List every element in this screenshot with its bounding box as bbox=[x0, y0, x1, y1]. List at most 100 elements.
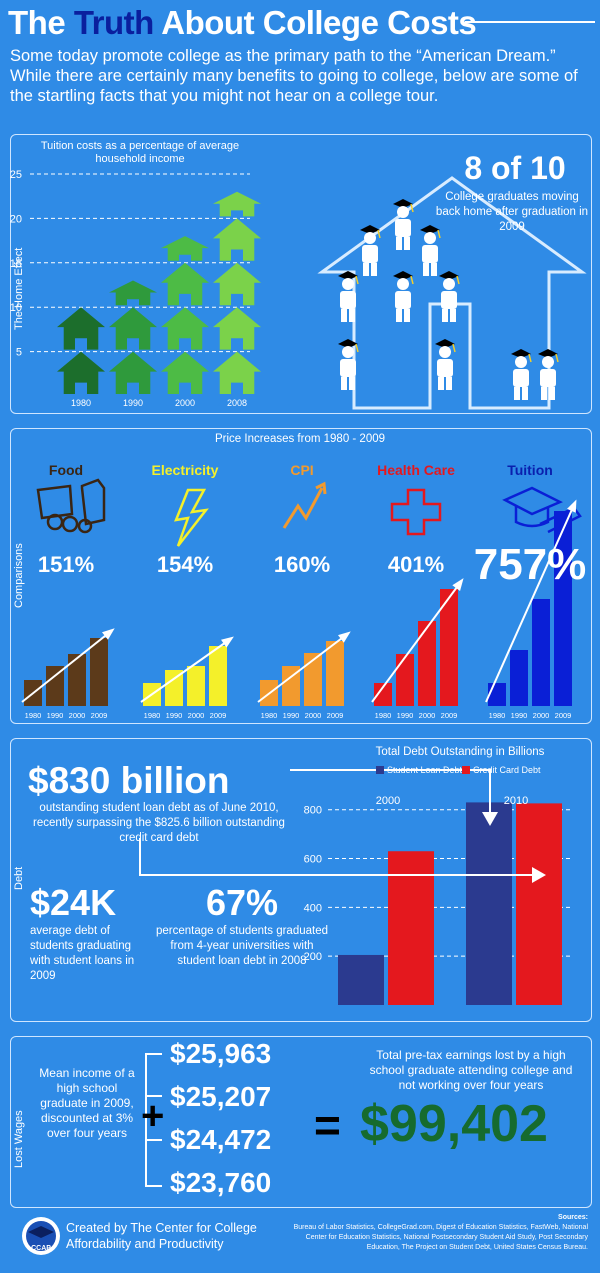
category-name-electricity: Electricity bbox=[151, 462, 219, 478]
x-tick-label: 1990 bbox=[123, 398, 143, 408]
trend-arrow bbox=[21, 631, 111, 703]
x-tick-label: 2009 bbox=[327, 711, 344, 720]
tuition-chart-title: Tuition costs as a percentage of average… bbox=[40, 140, 240, 165]
category-name-tuition: Tuition bbox=[507, 462, 553, 478]
ccap-logo: CCAP bbox=[22, 1217, 60, 1255]
lost-wages-caption: Mean income of a high school graduate in… bbox=[39, 1066, 135, 1140]
x-tick-label: 2009 bbox=[441, 711, 458, 720]
bar-Electricity-2009 bbox=[209, 646, 227, 706]
x-tick-label: 1990 bbox=[166, 711, 183, 720]
title-highlight: Truth bbox=[73, 4, 154, 41]
bar-Food-1990 bbox=[46, 666, 64, 706]
equals-sign: = bbox=[314, 1099, 341, 1151]
category-pct-cpi: 160% bbox=[273, 552, 331, 577]
arrow-head-icon bbox=[221, 636, 234, 648]
graduate-icon bbox=[338, 339, 359, 390]
page-title: The Truth About College Costs bbox=[8, 4, 477, 41]
graduate-icon bbox=[360, 225, 381, 276]
arrow-down-icon bbox=[482, 812, 498, 826]
trend-arrow bbox=[371, 582, 461, 703]
bar-CPI-2000 bbox=[304, 653, 322, 706]
y-tick-label: 600 bbox=[304, 854, 322, 866]
x-tick-label: 1980 bbox=[261, 711, 278, 720]
home-caption: College graduates moving back home after… bbox=[435, 191, 589, 233]
debt-panel bbox=[10, 738, 592, 1022]
bar-Student Loan Debt-2000 bbox=[338, 954, 384, 1005]
category-pct-electricity: 154% bbox=[156, 552, 214, 577]
sources-title: Sources: bbox=[558, 1214, 588, 1221]
house-bar-2000 bbox=[161, 307, 209, 350]
x-tick-label: 1980 bbox=[71, 398, 91, 408]
bar-Health Care-1990 bbox=[396, 654, 414, 706]
arrow-line bbox=[290, 769, 491, 816]
house-bar-1990 bbox=[109, 307, 157, 350]
debt-chart-title: Total Debt Outstanding in Billions bbox=[375, 746, 545, 758]
x-tick-label: 2009 bbox=[91, 711, 108, 720]
arrow-head-icon bbox=[102, 628, 115, 640]
created-by: Created by The Center for College Afford… bbox=[66, 1221, 257, 1251]
house-bar-2008 bbox=[213, 191, 261, 217]
y-tick-label: 20 bbox=[10, 213, 22, 225]
bar-Electricity-2000 bbox=[187, 666, 205, 706]
legend-credit-card: Credit Card Debt bbox=[462, 765, 541, 775]
house-bar-2000 bbox=[161, 351, 209, 394]
y-tick-label: 5 bbox=[16, 347, 22, 359]
house-bar-2008 bbox=[213, 351, 261, 394]
arrow-head-icon bbox=[567, 499, 577, 513]
category-name-health-care: Health Care bbox=[377, 462, 455, 478]
debt-graphic: 200 400 600 800 2000 2010 bbox=[139, 769, 570, 1005]
category-pct-tuition: 757% bbox=[473, 540, 587, 589]
category-name-cpi: CPI bbox=[290, 462, 314, 478]
house-bar-2008 bbox=[213, 262, 261, 306]
pct-debt-stat: 67% bbox=[205, 882, 279, 923]
comparison-charts: 1980 1990 2000 2009 1980 1990 2000 2009 1980 1990… bbox=[21, 499, 577, 720]
plus-sign: + bbox=[141, 1094, 165, 1138]
amount-2: $25,207 bbox=[170, 1081, 272, 1112]
x-tick-label: 2000 bbox=[188, 711, 205, 720]
y-tick-label: 200 bbox=[304, 951, 322, 963]
bar-Student Loan Debt-2010 bbox=[466, 802, 512, 1005]
logo-text: CCAP bbox=[31, 1245, 51, 1252]
y-tick-label: 10 bbox=[10, 302, 22, 314]
debt-chart: 200 400 600 800 2000 2010 bbox=[304, 795, 570, 1005]
bar-Tuition-1990 bbox=[510, 650, 528, 706]
amount-4: $23,760 bbox=[170, 1167, 272, 1198]
x-tick-label: 1980 bbox=[25, 711, 42, 720]
bar-Tuition-2000 bbox=[532, 599, 550, 706]
y-tick-label: 800 bbox=[304, 805, 322, 817]
graduate-icon bbox=[420, 225, 441, 276]
trend-arrow bbox=[485, 504, 575, 703]
x-tick-label: 2000 bbox=[175, 398, 195, 408]
bar-Health Care-2000 bbox=[418, 621, 436, 706]
bar-CPI-2009 bbox=[326, 641, 344, 706]
home-effect-panel bbox=[10, 134, 592, 414]
house-bar-2000 bbox=[161, 236, 209, 261]
x-tick-label: 2000 bbox=[69, 711, 86, 720]
graduate-icon bbox=[338, 271, 359, 322]
x-tick-label: 1990 bbox=[511, 711, 528, 720]
house-bar-1980 bbox=[57, 307, 105, 350]
comparisons-panel bbox=[10, 428, 592, 724]
arrow-right-icon bbox=[532, 867, 546, 883]
x-tick-label: 1980 bbox=[375, 711, 392, 720]
bar-CPI-1990 bbox=[282, 666, 300, 706]
comparisons-title: Price Increases from 1980 - 2009 bbox=[214, 433, 386, 445]
bar-Credit Card Debt-2010 bbox=[516, 803, 562, 1005]
x-tick-label: 2000 bbox=[419, 711, 436, 720]
bar-Tuition-2009 bbox=[554, 511, 572, 706]
x-tick-label: 1990 bbox=[283, 711, 300, 720]
food-icon bbox=[36, 478, 106, 534]
lost-wages-panel bbox=[10, 1036, 592, 1208]
graduate-icon bbox=[511, 349, 532, 400]
category-pct-food: 151% bbox=[37, 552, 95, 577]
cross-icon bbox=[390, 488, 442, 536]
trend-arrow-icon bbox=[282, 481, 327, 529]
bar-Electricity-1990 bbox=[165, 670, 183, 706]
x-tick-label: 2008 bbox=[227, 398, 247, 408]
sources-text: Bureau of Labor Statistics, CollegeGrad.… bbox=[293, 1224, 588, 1251]
x-tick-label: 2000 bbox=[533, 711, 550, 720]
amount-3: $24,472 bbox=[170, 1124, 272, 1155]
house-bar-1980 bbox=[57, 351, 105, 394]
x-tick-label: 1990 bbox=[47, 711, 64, 720]
graduate-figures bbox=[338, 199, 559, 400]
